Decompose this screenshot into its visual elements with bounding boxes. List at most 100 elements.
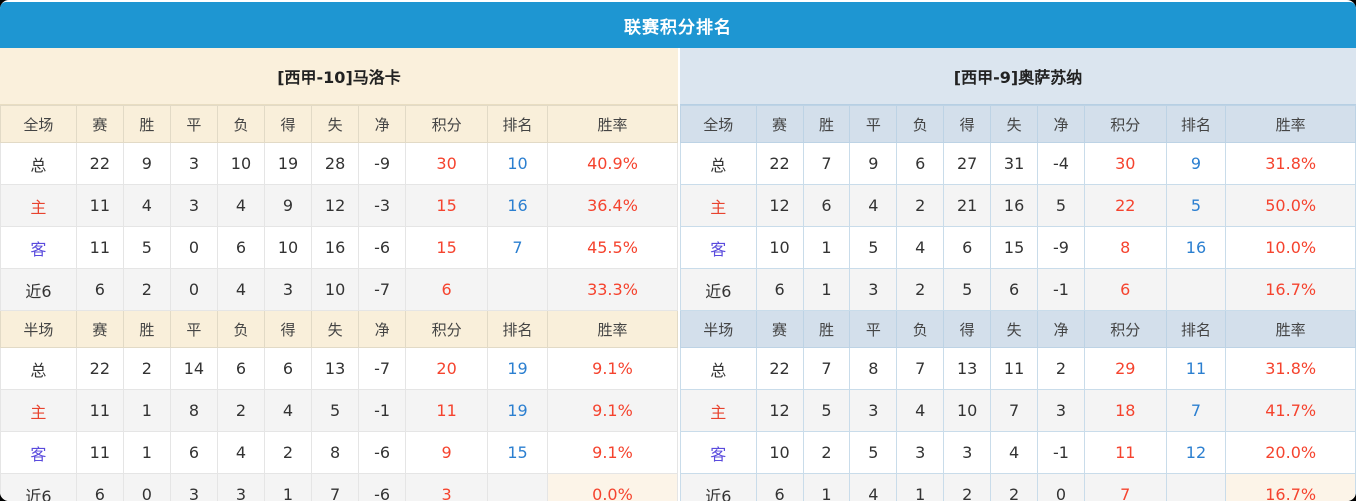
stat-column-header: 失 xyxy=(990,310,1039,348)
rate-cell: 40.9% xyxy=(546,142,679,185)
stat-cell: 7 xyxy=(802,347,851,390)
team-title: [西甲-9]奥萨苏纳 xyxy=(680,48,1356,105)
stat-cell: 3 xyxy=(216,473,266,501)
stat-cell: 5 xyxy=(311,389,360,432)
stat-cell: -9 xyxy=(358,142,407,185)
rate-cell: 9.1% xyxy=(546,347,679,390)
stat-cell: 10 xyxy=(311,268,360,311)
stat-cell: 5 xyxy=(122,226,171,269)
stat-cell: 22 xyxy=(755,142,804,185)
stat-cell: -6 xyxy=(358,431,407,474)
stat-cell: 6 xyxy=(216,347,266,390)
stat-cell: -7 xyxy=(358,268,407,311)
team-title: [西甲-10]马洛卡 xyxy=(0,48,678,105)
rank-cell xyxy=(1165,268,1227,311)
rate-cell: 33.3% xyxy=(546,268,679,311)
table-row: 近6 6 0 3 3 1 7 -6 3 0.0% xyxy=(0,473,679,501)
stat-cell: 2 xyxy=(802,431,851,474)
stat-cell: 5 xyxy=(943,268,992,311)
row-label: 总 xyxy=(680,347,757,390)
stat-cell: 6 xyxy=(75,473,124,501)
stat-cell: 3 xyxy=(1037,389,1085,432)
points-cell: 11 xyxy=(1083,431,1167,474)
stat-cell: 6 xyxy=(263,347,313,390)
stat-cell: 9 xyxy=(849,142,898,185)
stat-cell: 4 xyxy=(849,184,898,227)
stat-cell: 6 xyxy=(169,431,218,474)
rank-cell xyxy=(487,268,548,311)
table-row: 客 10 1 5 4 6 15 -9 8 16 10.0% xyxy=(680,226,1356,269)
stat-cell: 5 xyxy=(1037,184,1085,227)
table-header-row: 全场赛胜平负得失净积分 排名 胜率 xyxy=(0,105,679,143)
rate-cell: 0.0% xyxy=(546,473,679,501)
stat-column-header: 得 xyxy=(263,310,313,348)
stat-cell: 11 xyxy=(75,184,124,227)
stat-cell: -1 xyxy=(1037,268,1085,311)
points-cell: 15 xyxy=(405,184,489,227)
row-label: 总 xyxy=(680,142,757,185)
rate-cell: 45.5% xyxy=(546,226,679,269)
stat-cell: 11 xyxy=(990,347,1039,390)
row-label: 客 xyxy=(680,226,757,269)
stat-cell: 28 xyxy=(311,142,360,185)
stat-column-header: 净 xyxy=(1037,105,1085,143)
rank-cell: 5 xyxy=(1165,184,1227,227)
points-cell: 15 xyxy=(405,226,489,269)
row-label: 主 xyxy=(0,184,77,227)
stat-cell: 4 xyxy=(216,184,266,227)
stat-cell: 2 xyxy=(263,431,313,474)
stat-cell: 9 xyxy=(122,142,171,185)
stat-cell: 10 xyxy=(755,226,804,269)
stat-cell: 1 xyxy=(802,226,851,269)
stat-column-header: 失 xyxy=(990,105,1039,143)
stat-cell: 4 xyxy=(849,473,898,501)
rate-cell: 9.1% xyxy=(546,389,679,432)
row-label: 总 xyxy=(0,142,77,185)
stat-cell: 12 xyxy=(311,184,360,227)
panel-mallorca: [西甲-10]马洛卡 全场赛胜平负得失净积分 排名 胜率总 22 9 3 10 19 28 -9 3… xyxy=(0,48,679,501)
standings-table: 全场赛胜平负得失净积分 排名 胜率总 22 9 3 10 19 28 -9 30 10 40.9% 主 11… xyxy=(0,105,679,501)
stat-cell: 8 xyxy=(169,389,218,432)
rank-cell: 15 xyxy=(487,431,548,474)
stat-cell: 8 xyxy=(849,347,898,390)
stat-cell: 3 xyxy=(169,184,218,227)
row-label: 主 xyxy=(680,389,757,432)
stat-cell: 3 xyxy=(896,431,945,474)
stat-cell: 5 xyxy=(802,389,851,432)
rate-cell: 50.0% xyxy=(1225,184,1356,227)
stat-cell: 3 xyxy=(169,473,218,501)
stat-column-header: 得 xyxy=(943,310,992,348)
stat-cell: 4 xyxy=(263,389,313,432)
stat-cell: 4 xyxy=(990,431,1039,474)
scope-header: 半场 xyxy=(680,310,757,348)
stat-column-header: 赛 xyxy=(755,105,804,143)
stat-cell: 10 xyxy=(943,389,992,432)
rate-cell: 20.0% xyxy=(1225,431,1356,474)
points-cell: 20 xyxy=(405,347,489,390)
stat-cell: 8 xyxy=(311,431,360,474)
table-header-row: 半场赛胜平负得失净积分 排名 胜率 xyxy=(0,310,679,348)
stat-cell: 0 xyxy=(1037,473,1085,501)
row-label: 总 xyxy=(0,347,77,390)
table-header-row: 全场赛胜平负得失净积分 排名 胜率 xyxy=(680,105,1356,143)
stat-cell: 2 xyxy=(122,347,171,390)
stat-cell: 2 xyxy=(896,268,945,311)
stat-column-header: 排名 xyxy=(487,105,548,143)
stat-cell: 0 xyxy=(122,473,171,501)
stat-column-header: 净 xyxy=(358,105,407,143)
row-label: 近6 xyxy=(680,268,757,311)
table-row: 主 11 1 8 2 4 5 -1 11 19 9.1% xyxy=(0,389,679,432)
stat-column-header: 负 xyxy=(896,105,945,143)
stat-cell: 16 xyxy=(311,226,360,269)
rate-cell: 31.8% xyxy=(1225,142,1356,185)
stat-cell: 0 xyxy=(169,226,218,269)
stat-column-header: 赛 xyxy=(755,310,804,348)
stat-cell: 12 xyxy=(755,184,804,227)
stat-column-header: 排名 xyxy=(487,310,548,348)
stat-cell: 6 xyxy=(990,268,1039,311)
row-label: 主 xyxy=(0,389,77,432)
stat-cell: 13 xyxy=(943,347,992,390)
rate-cell: 31.8% xyxy=(1225,347,1356,390)
stat-column-header: 负 xyxy=(216,310,266,348)
